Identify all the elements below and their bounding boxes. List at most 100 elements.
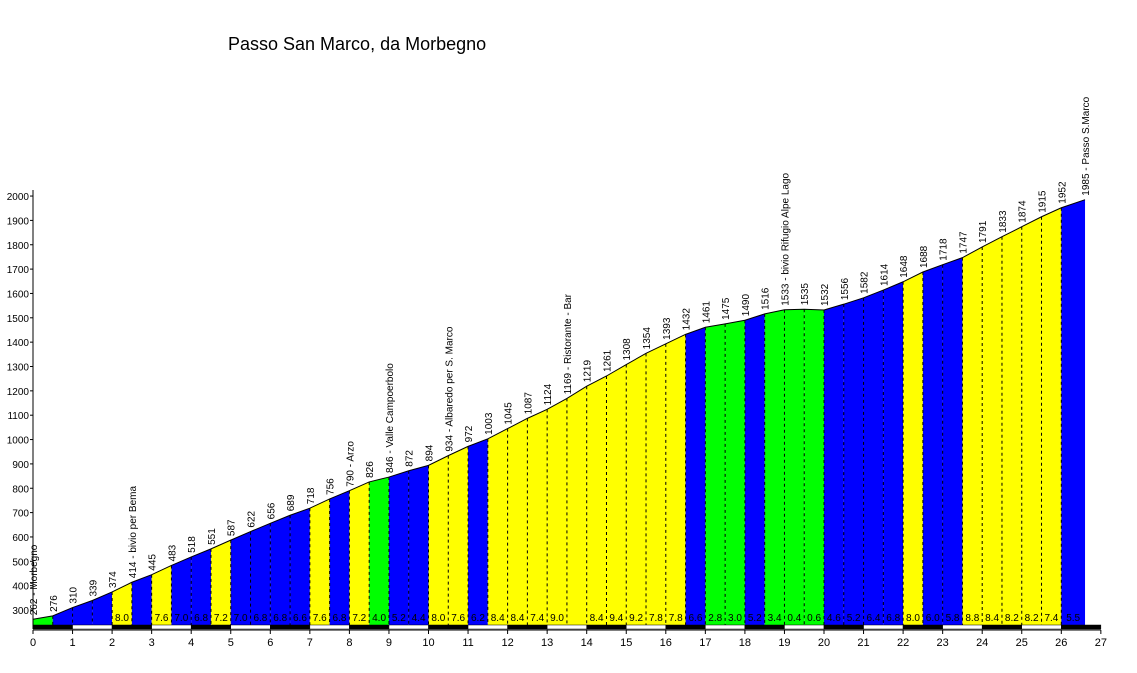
segment-fill-15 [329,490,350,625]
y-tick-label: 1900 [7,216,30,227]
axes: 3004005006007008009001000110012001300140… [7,190,1107,649]
elevation-label: 1648 [899,255,910,278]
elevation-label: 826 [365,461,376,478]
x-tick-label: 22 [897,637,909,649]
y-tick-label: 1300 [7,363,30,374]
y-tick-label: 1700 [7,265,30,276]
x-tick-label: 23 [937,637,949,649]
y-tick-label: 1000 [7,436,30,447]
elevation-label: 1535 [800,283,811,306]
gradient-label: 3.4 [768,613,782,624]
x-tick-label: 17 [699,637,711,649]
gradient-label: 7.8 [669,613,683,624]
segment-fill-48 [982,236,1002,626]
gradient-label: 8.8 [965,613,979,624]
segment-fill-2 [72,600,93,625]
gradient-label: 3.0 [728,613,742,624]
elevation-label: 414 - bivio per Bema [128,486,139,579]
gradient-label: 0.6 [807,613,821,624]
elevation-label: 1432 [682,308,693,331]
x-tick-label: 3 [149,637,155,649]
segment-fill-21 [448,446,469,625]
distance-bar-cell [863,624,904,630]
distance-bar-cell [744,624,785,630]
segment-fill-14 [309,498,330,625]
segment-fill-30 [626,353,647,625]
y-tick-label: 500 [12,557,29,568]
segment-fill-23 [487,428,508,625]
segment-fill-17 [369,477,389,625]
elevation-label: 1087 [523,392,534,415]
elevation-label: 689 [286,494,297,511]
distance-bar-cell [1061,624,1102,630]
elevation-label: 1556 [840,277,851,300]
y-tick-label: 400 [12,582,29,593]
distance-bar-cell [111,624,152,630]
gradient-label: 6.8 [886,613,900,624]
elevation-label: 1490 [741,294,752,317]
elevation-label: 718 [306,487,317,504]
elevation-label: 1614 [879,263,890,286]
y-tick-label: 700 [12,509,29,520]
elevation-label: 1354 [642,327,653,350]
elevation-label: 1874 [1018,200,1029,223]
segment-fill-16 [349,481,370,625]
gradient-label: 7.6 [451,613,465,624]
segment-fill-26 [547,398,567,625]
elevation-label: 1393 [662,317,673,340]
gradient-label: 5.8 [946,613,960,624]
elevation-label: 1533 - bivio Rifugio Alpe Lago [780,172,791,305]
elevation-label: 1915 [1038,190,1049,213]
gradient-label: 5.2 [847,613,861,624]
segment-fill-34 [705,323,726,625]
elevation-labels: 262 - Morbegno 276 310 339 374 414 - bivio pe… [29,96,1092,615]
gradient-label: 8.4 [491,613,505,624]
gradient-label: 6.8 [273,613,287,624]
distance-bar-cell [823,624,864,630]
gradient-label: 7.0 [234,613,248,624]
x-tick-label: 2 [109,637,115,649]
elevation-label: 1475 [721,297,732,320]
gradient-label: 8.0 [431,613,445,624]
distance-bar-cell [151,624,192,630]
elevation-label: 276 [49,595,60,612]
x-tick-label: 0 [30,637,36,649]
elevation-label: 1747 [958,231,969,254]
segment-fill-29 [606,364,627,625]
segment-fill-47 [962,246,983,625]
elevation-label: 872 [405,450,416,467]
gradient-label: 4.4 [412,613,426,624]
distance-bar-cell [349,624,390,630]
elevation-label: 374 [108,571,119,588]
x-tick-label: 16 [660,637,672,649]
x-tick-label: 25 [1016,637,1028,649]
distance-bar-cell [705,624,746,630]
elevation-label: 1833 [998,210,1009,233]
y-tick-label: 1100 [7,411,29,422]
distance-bar-cell [467,624,508,630]
gradient-label: 6.6 [293,613,307,624]
elevation-label: 622 [247,510,258,527]
elevation-label: 1219 [583,360,594,383]
elevation-label: 1261 [602,349,613,372]
elevation-label: 310 [69,586,80,603]
gradient-label: 6.8 [253,613,267,624]
elevation-label: 846 - Valle Campoerbolo [385,363,396,473]
gradient-label: 5.5 [1066,613,1080,624]
gradient-label: 4.0 [372,613,386,624]
gradient-label: 7.6 [313,613,327,624]
gradient-label: 8.0 [906,613,920,624]
distance-bar-cell [270,624,311,630]
gradient-label: 8.2 [1005,613,1019,624]
elevation-label: 1791 [978,220,989,243]
x-tick-label: 14 [581,637,593,649]
x-tick-label: 6 [267,637,273,649]
gradient-label: 9.4 [609,613,623,624]
segment-dividers [52,207,1062,625]
distance-bar-cell [1021,624,1062,630]
y-tick-label: 900 [12,460,29,471]
segment-fill-40 [824,304,844,625]
segment-fill-20 [428,455,449,625]
elevation-label: 656 [266,502,277,519]
distance-bar-cell [981,624,1023,630]
